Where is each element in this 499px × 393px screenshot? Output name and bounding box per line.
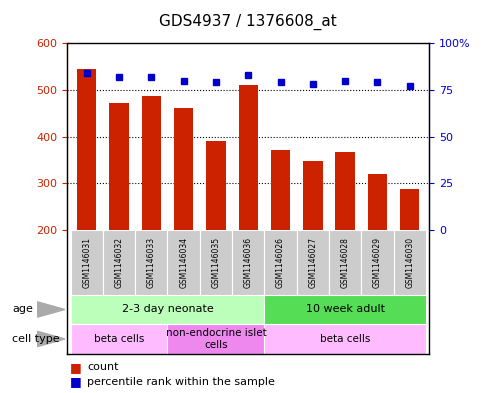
Text: GSM1146031: GSM1146031 <box>82 237 91 288</box>
Bar <box>394 230 426 295</box>
Polygon shape <box>37 331 65 347</box>
Bar <box>168 230 200 295</box>
Bar <box>361 230 394 295</box>
Text: percentile rank within the sample: percentile rank within the sample <box>87 377 275 387</box>
Text: ■: ■ <box>70 375 82 389</box>
Bar <box>142 96 161 230</box>
Bar <box>174 108 193 230</box>
Bar <box>297 230 329 295</box>
Text: GSM1146036: GSM1146036 <box>244 237 253 288</box>
Bar <box>400 189 420 230</box>
Bar <box>70 230 103 295</box>
Polygon shape <box>37 302 65 317</box>
Text: GSM1146034: GSM1146034 <box>179 237 188 288</box>
Text: beta cells: beta cells <box>320 334 370 344</box>
Bar <box>200 230 232 295</box>
Bar <box>335 152 355 230</box>
Text: 10 week adult: 10 week adult <box>306 305 385 314</box>
Bar <box>168 324 264 354</box>
Text: GSM1146029: GSM1146029 <box>373 237 382 288</box>
Bar <box>303 161 322 230</box>
Bar <box>109 103 129 230</box>
Text: ■: ■ <box>70 361 82 374</box>
Bar <box>264 230 297 295</box>
Text: GSM1146033: GSM1146033 <box>147 237 156 288</box>
Bar <box>103 230 135 295</box>
Bar <box>70 324 168 354</box>
Text: GSM1146026: GSM1146026 <box>276 237 285 288</box>
Bar <box>368 174 387 230</box>
Text: GSM1146035: GSM1146035 <box>212 237 221 288</box>
Text: GSM1146032: GSM1146032 <box>115 237 124 288</box>
Text: count: count <box>87 362 119 373</box>
Bar <box>271 150 290 230</box>
Text: GDS4937 / 1376608_at: GDS4937 / 1376608_at <box>159 14 337 30</box>
Bar <box>70 295 264 324</box>
Bar <box>264 324 426 354</box>
Text: age: age <box>12 305 33 314</box>
Text: cell type: cell type <box>12 334 60 344</box>
Bar <box>239 85 258 230</box>
Text: beta cells: beta cells <box>94 334 144 344</box>
Bar <box>135 230 168 295</box>
Text: GSM1146030: GSM1146030 <box>405 237 414 288</box>
Text: 2-3 day neonate: 2-3 day neonate <box>122 305 214 314</box>
Bar <box>77 69 96 230</box>
Bar <box>264 295 426 324</box>
Bar <box>232 230 264 295</box>
Text: non-endocrine islet
cells: non-endocrine islet cells <box>166 328 266 350</box>
Text: GSM1146028: GSM1146028 <box>341 237 350 288</box>
Bar <box>329 230 361 295</box>
Text: GSM1146027: GSM1146027 <box>308 237 317 288</box>
Bar <box>206 141 226 230</box>
